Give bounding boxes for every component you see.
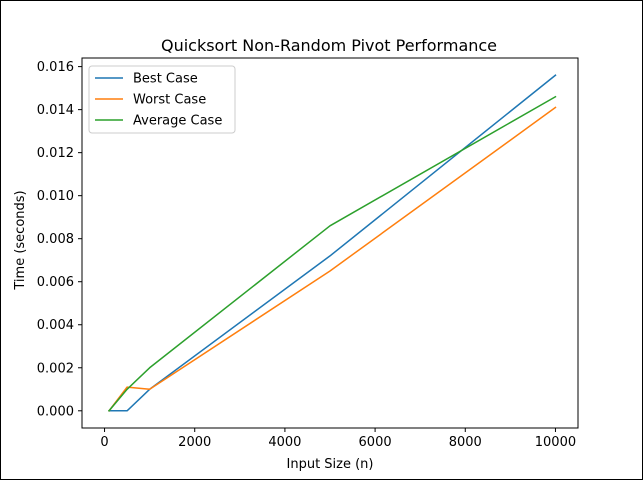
x-tick-label: 6000	[359, 435, 392, 450]
y-axis-label: Time (seconds)	[13, 190, 28, 290]
legend-label: Best Case	[133, 72, 198, 87]
x-tick-label: 8000	[449, 435, 482, 450]
series-lines	[107, 74, 557, 412]
x-axis: 0 2000 4000 6000 8000 10000	[100, 428, 576, 450]
series-line-average-case	[107, 95, 557, 412]
x-tick-label: 2000	[178, 435, 211, 450]
y-tick-label: 0.014	[37, 103, 74, 118]
plot-area	[81, 57, 579, 429]
x-tick-label: 10000	[535, 435, 576, 450]
legend-box	[88, 65, 236, 134]
y-tick-label: 0.002	[37, 361, 74, 376]
legend-label: Worst Case	[133, 93, 206, 108]
y-tick-label: 0.000	[37, 404, 74, 419]
x-tick-label: 4000	[268, 435, 301, 450]
y-tick-label: 0.006	[37, 275, 74, 290]
x-tick-label: 0	[100, 435, 108, 450]
y-tick-label: 0.012	[37, 146, 74, 161]
axes-box	[81, 57, 579, 429]
x-axis-label: Input Size (n)	[287, 457, 374, 472]
y-tick-label: 0.016	[37, 60, 74, 75]
legend: Best Case Worst Case Average Case	[88, 65, 236, 134]
y-tick-label: 0.010	[37, 189, 74, 204]
y-axis: 0.000 0.002 0.004 0.006 0.008 0.010 0.012 0.014…	[37, 60, 82, 419]
chart-title: Quicksort Non-Random Pivot Performance	[161, 36, 497, 55]
series-line-worst-case	[107, 106, 557, 412]
y-tick-label: 0.008	[37, 232, 74, 247]
legend-label: Average Case	[133, 114, 222, 129]
y-tick-label: 0.004	[37, 318, 74, 333]
